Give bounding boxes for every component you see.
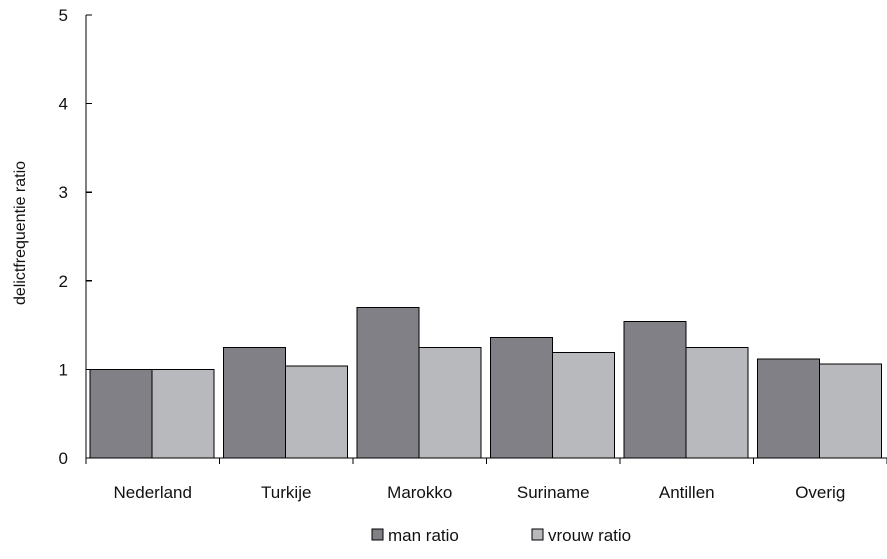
bar-man-ratio-marokko	[356, 306, 420, 459]
x-category-label: Overig	[795, 483, 845, 502]
x-category-label: Suriname	[517, 483, 590, 502]
x-category-label: Antillen	[659, 483, 715, 502]
bar-vrouw-ratio-nederland	[151, 368, 215, 459]
legend-label: man ratio	[388, 526, 459, 545]
axes: 0 1 2 3 4 5	[59, 6, 887, 468]
y-tick-label: 5	[59, 6, 68, 25]
bar-vrouw-ratio-suriname	[551, 352, 615, 459]
bar-man-ratio-overig	[756, 358, 820, 459]
x-category-label: Turkije	[261, 483, 311, 502]
bar-vrouw-ratio-turkije	[284, 365, 348, 459]
category-labels: Nederland Turkije Marokko Suriname Antillen O…	[114, 483, 846, 502]
y-tick-label: 2	[59, 272, 68, 291]
legend-swatch	[371, 528, 384, 541]
bar-man-ratio-antillen	[623, 321, 687, 459]
bar-vrouw-ratio-antillen	[685, 346, 749, 459]
bar-man-ratio-turkije	[222, 346, 286, 459]
y-tick-label: 1	[59, 360, 68, 379]
y-tick-label: 0	[59, 449, 68, 468]
bar-vrouw-ratio-marokko	[418, 346, 482, 459]
legend-swatch	[531, 528, 544, 541]
bars	[89, 306, 882, 459]
y-tick-label: 4	[59, 95, 68, 114]
y-tick-label: 3	[59, 183, 68, 202]
legend-label: vrouw ratio	[548, 526, 631, 545]
legend: man ratio vrouw ratio	[371, 526, 631, 545]
y-axis-title: delictfrequentie ratio	[12, 161, 29, 305]
y-axis-title-group: delictfrequentie ratio	[12, 161, 29, 305]
bar-man-ratio-suriname	[489, 337, 553, 459]
bar-vrouw-ratio-overig	[818, 363, 882, 459]
x-category-label: Nederland	[114, 483, 192, 502]
bar-man-ratio-nederland	[89, 368, 153, 459]
x-category-label: Marokko	[387, 483, 452, 502]
